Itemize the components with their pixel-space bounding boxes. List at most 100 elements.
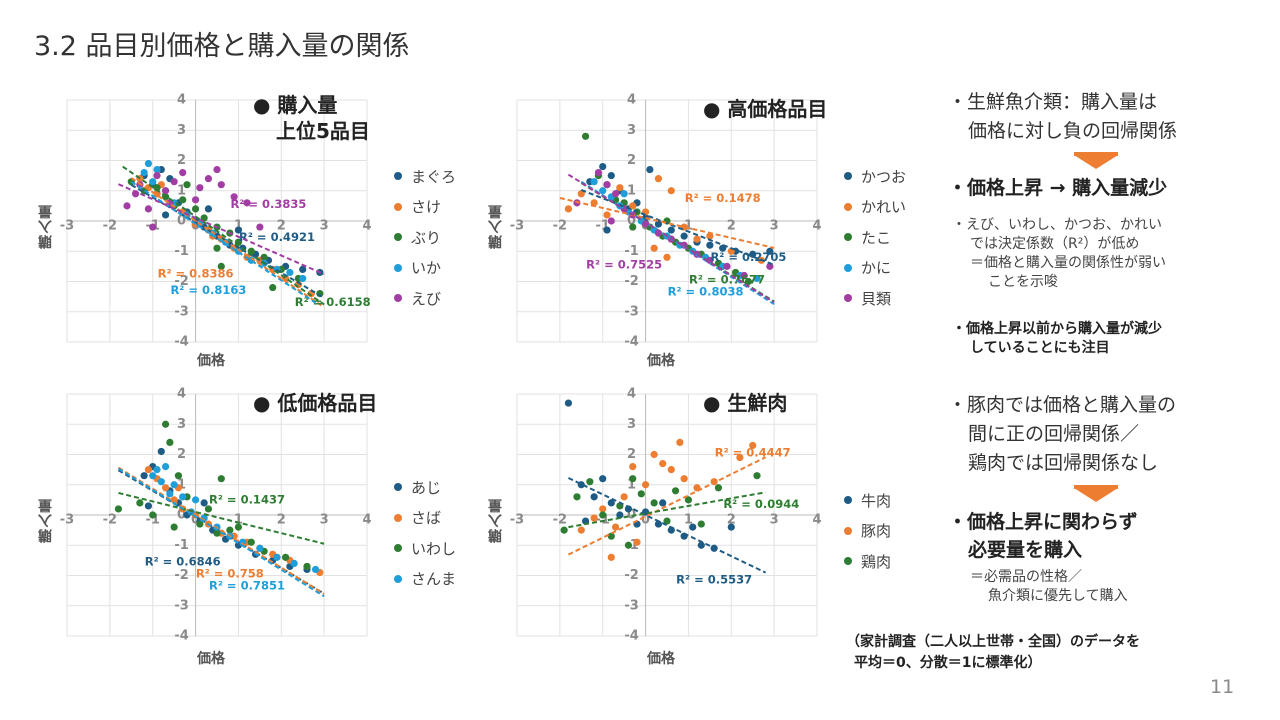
data-point [744, 277, 753, 286]
legend-item: さけ [394, 192, 456, 223]
chart-title: ● 高価格品目 [703, 97, 828, 121]
trend-line [117, 466, 325, 595]
note-fish-conclusion: ・価格上昇 → 購入量減少 [948, 177, 1168, 199]
data-point [170, 178, 178, 186]
y-tick-label: -3 [174, 598, 188, 613]
data-point [629, 202, 637, 210]
x-tick-label: 0 [191, 513, 200, 528]
x-tick-label: 1 [684, 219, 693, 234]
data-point [620, 493, 628, 501]
r2-label: R² = 0.7851 [209, 579, 285, 593]
data-point [170, 481, 178, 489]
y-tick-label: 0 [177, 214, 186, 229]
data-point [659, 499, 667, 507]
data-point [753, 472, 761, 480]
data-point [611, 523, 620, 531]
x-tick-label: 4 [812, 219, 821, 234]
data-point [161, 463, 170, 471]
legend-marker-icon [844, 263, 852, 272]
data-point [577, 526, 585, 534]
data-point [191, 205, 200, 213]
data-point [766, 247, 774, 255]
data-point [727, 523, 735, 531]
x-tick-label: 3 [320, 513, 329, 528]
x-tick-label: -1 [595, 513, 609, 528]
data-point [179, 196, 187, 204]
data-point [144, 205, 153, 213]
y-axis-label: 購入量 [38, 204, 54, 249]
data-point [654, 175, 663, 183]
legend-label: かに [861, 259, 892, 278]
data-point [196, 520, 204, 528]
note-meat-small2: 魚介類に優先して購入 [988, 588, 1128, 604]
trend-line [567, 173, 775, 304]
trend-line [130, 183, 325, 299]
data-point [706, 241, 714, 249]
y-axis-label: 購入量 [488, 204, 504, 249]
data-point [616, 184, 624, 192]
data-point [663, 517, 671, 525]
data-point [740, 271, 748, 280]
chart-panel-low-price: -3 -2 -1 0 1 2 3 4 4 3 2 1 0 -1 -2 -3 -4 R² = 0.6846 R² = … [20, 386, 475, 686]
legend-item: 貝類 [844, 283, 906, 314]
x-tick-label: -3 [60, 219, 74, 234]
data-point [191, 196, 200, 204]
note-fish-small2: では決定係数（R²）が低め [970, 236, 1140, 252]
y-tick-label: 4 [627, 93, 636, 108]
data-point [599, 162, 607, 171]
data-point [114, 505, 123, 513]
data-point [680, 475, 688, 483]
y-tick-label: 2 [177, 153, 186, 168]
data-point [577, 190, 585, 198]
legend-item: えび [394, 283, 456, 314]
data-point [166, 438, 174, 446]
data-point [654, 520, 663, 528]
legend-item: あじ [394, 472, 456, 503]
y-tick-label: 2 [177, 447, 186, 462]
y-tick-label: -3 [624, 598, 638, 613]
chart-legend: かつお かれい たこ かに 貝類 [844, 161, 906, 314]
r2-label: R² = 0.7677 [689, 272, 765, 286]
data-point [149, 472, 157, 480]
y-tick-label: -4 [624, 629, 638, 644]
data-point [611, 190, 620, 198]
legend-marker-icon [394, 483, 402, 492]
trend-line [122, 165, 325, 306]
data-point [144, 502, 153, 510]
data-point [641, 481, 650, 489]
data-point [166, 490, 174, 498]
data-point [286, 268, 294, 277]
arrow-bar [1074, 485, 1118, 489]
data-point [170, 523, 178, 531]
note-meat-line1: ・豚肉では価格と購入量の [948, 394, 1177, 416]
chart-title: ● 低価格品目 [253, 391, 378, 415]
data-point [607, 553, 615, 561]
note-fish-bold2-line2: していることにも注目 [970, 340, 1110, 356]
r2-label: R² = 0.4447 [715, 445, 791, 459]
legend-label: いわし [411, 539, 457, 558]
legend-marker-icon [394, 172, 402, 181]
data-point [161, 187, 170, 195]
data-point [564, 205, 573, 213]
data-point [654, 220, 663, 228]
y-tick-label: -4 [624, 335, 638, 350]
y-tick-label: 2 [627, 447, 636, 462]
data-point [157, 478, 165, 486]
data-point [140, 472, 148, 480]
data-point [693, 235, 701, 243]
legend-item: さんま [394, 564, 456, 595]
y-tick-label: 3 [177, 417, 186, 432]
data-point [153, 466, 161, 474]
x-axis-label: 価格 [647, 353, 675, 369]
y-tick-label: 4 [177, 387, 186, 402]
r2-label: R² = 0.1478 [685, 191, 761, 205]
data-point [170, 496, 178, 504]
legend-label: 貝類 [861, 289, 892, 308]
data-point [213, 165, 221, 174]
data-point [667, 466, 675, 474]
y-tick-label: -4 [174, 629, 188, 644]
data-point [161, 420, 170, 428]
x-tick-label: 4 [362, 219, 371, 234]
legend-item: いわし [394, 533, 456, 564]
